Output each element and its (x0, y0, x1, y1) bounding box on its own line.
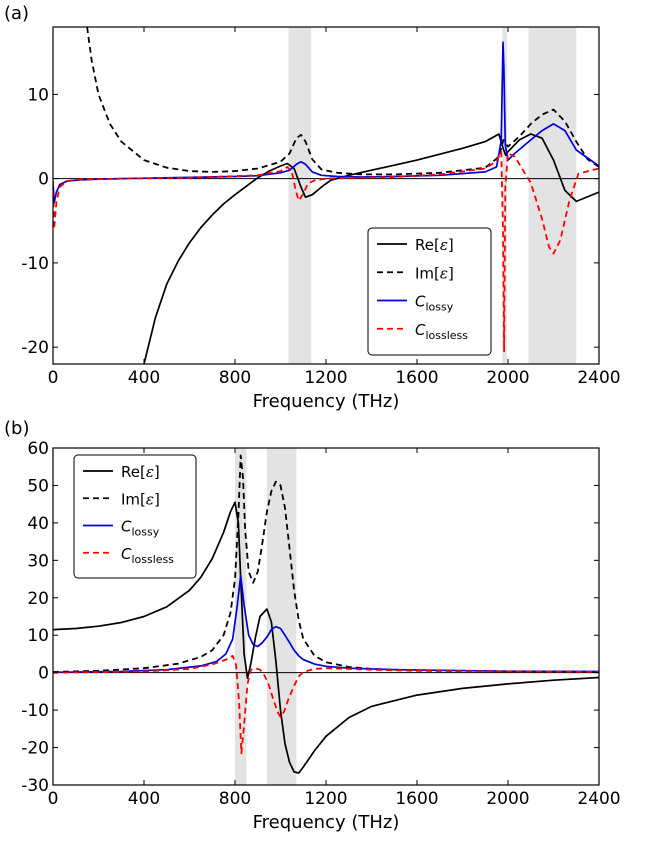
y-tick-label: 60 (27, 439, 49, 459)
shaded-band (528, 27, 577, 364)
chart-panel-a: (a) 0 400 800 1200 1600 2000 2400 -20 -10 0 10 Freq… (4, 3, 621, 412)
legend-label: Clossless (121, 545, 174, 566)
y-tick-label: -10 (21, 254, 49, 274)
legend-label: Clossy (121, 518, 160, 539)
plot-frame (52, 26, 600, 365)
y-tick-label: 30 (27, 551, 49, 571)
x-tick-label: 800 (219, 789, 251, 809)
y-tick-label: 40 (27, 514, 49, 534)
panel-label: (b) (4, 418, 29, 439)
legend-label: Im[ε] (121, 490, 160, 508)
x-tick-label: 0 (48, 368, 59, 388)
series-group (53, 27, 599, 364)
x-tick-label: 1200 (304, 368, 347, 388)
x-tick-label: 1200 (304, 789, 347, 809)
x-tick-label: 2000 (486, 789, 529, 809)
x-tick-label: 2400 (577, 368, 620, 388)
series-line (143, 133, 599, 364)
legend-label-close: ] (154, 463, 160, 481)
series-line (53, 654, 599, 755)
legend-label-main: Im[ (121, 490, 146, 508)
series-line (53, 150, 599, 353)
x-tick-label: 800 (219, 368, 251, 388)
legend-label: Re[ε] (121, 463, 160, 481)
legend-label-main: Re[ (415, 236, 440, 254)
x-tick-label: 2400 (577, 789, 620, 809)
legend-box (367, 227, 492, 356)
shaded-band (266, 448, 297, 785)
y-tick-label: -20 (21, 338, 49, 358)
legend-label-main: C (415, 293, 426, 311)
y-tick-label: 10 (27, 626, 49, 646)
series-group (53, 454, 599, 774)
legend-label-close: ] (448, 236, 454, 254)
legend-label-main: Im[ (415, 264, 440, 282)
y-tick-label: -30 (21, 776, 49, 796)
shaded-band (288, 27, 312, 364)
series-line (86, 27, 599, 176)
y-tick-label: 20 (27, 589, 49, 609)
legend-label-symbol: ε (440, 236, 448, 254)
y-tick-label: 50 (27, 476, 49, 496)
legend-label-subscript: lossless (131, 553, 174, 566)
x-tick-label: 1600 (395, 368, 438, 388)
legend-label: Clossy (415, 293, 454, 314)
shaded-band (502, 27, 507, 364)
x-tick-label: 0 (48, 789, 59, 809)
legend-label-close: ] (448, 264, 454, 282)
chart-panel-b: (b) 0 400 800 1200 1600 2000 2400 -30 -20 -10 0 10 2… (4, 418, 621, 833)
y-tick-label: 0 (38, 170, 49, 190)
legend-label-main: Re[ (121, 463, 146, 481)
series-line (53, 41, 599, 204)
shaded-band (235, 448, 247, 785)
legend-label: Re[ε] (415, 236, 454, 254)
legend-label-symbol: ε (146, 490, 154, 508)
panel-label: (a) (4, 3, 29, 24)
y-tick-label: 0 (38, 664, 49, 684)
x-axis-label: Frequency (THz) (253, 391, 400, 412)
legend-label-main: C (121, 545, 132, 563)
x-tick-label: 400 (128, 789, 160, 809)
x-tick-label: 1600 (395, 789, 438, 809)
legend-label-subscript: lossy (131, 526, 159, 539)
x-axis-label: Frequency (THz) (253, 812, 400, 833)
legend-label-subscript: lossy (425, 301, 453, 314)
series-line (53, 574, 599, 674)
legend-label-symbol: ε (440, 264, 448, 282)
legend-label-main: C (121, 518, 132, 536)
series-line (53, 454, 599, 673)
y-tick-label: 10 (27, 85, 49, 105)
legend-label-main: C (415, 321, 426, 339)
y-tick-label: -10 (21, 701, 49, 721)
legend-label-subscript: lossless (425, 329, 468, 342)
series-line (53, 501, 599, 774)
x-tick-label: 400 (128, 368, 160, 388)
x-tick-label: 2000 (486, 368, 529, 388)
legend-label-symbol: ε (146, 463, 154, 481)
legend-label: Clossless (415, 321, 468, 342)
legend-box (73, 454, 197, 579)
y-tick-label: -20 (21, 739, 49, 759)
legend-label: Im[ε] (415, 264, 454, 282)
legend-label-close: ] (154, 490, 160, 508)
